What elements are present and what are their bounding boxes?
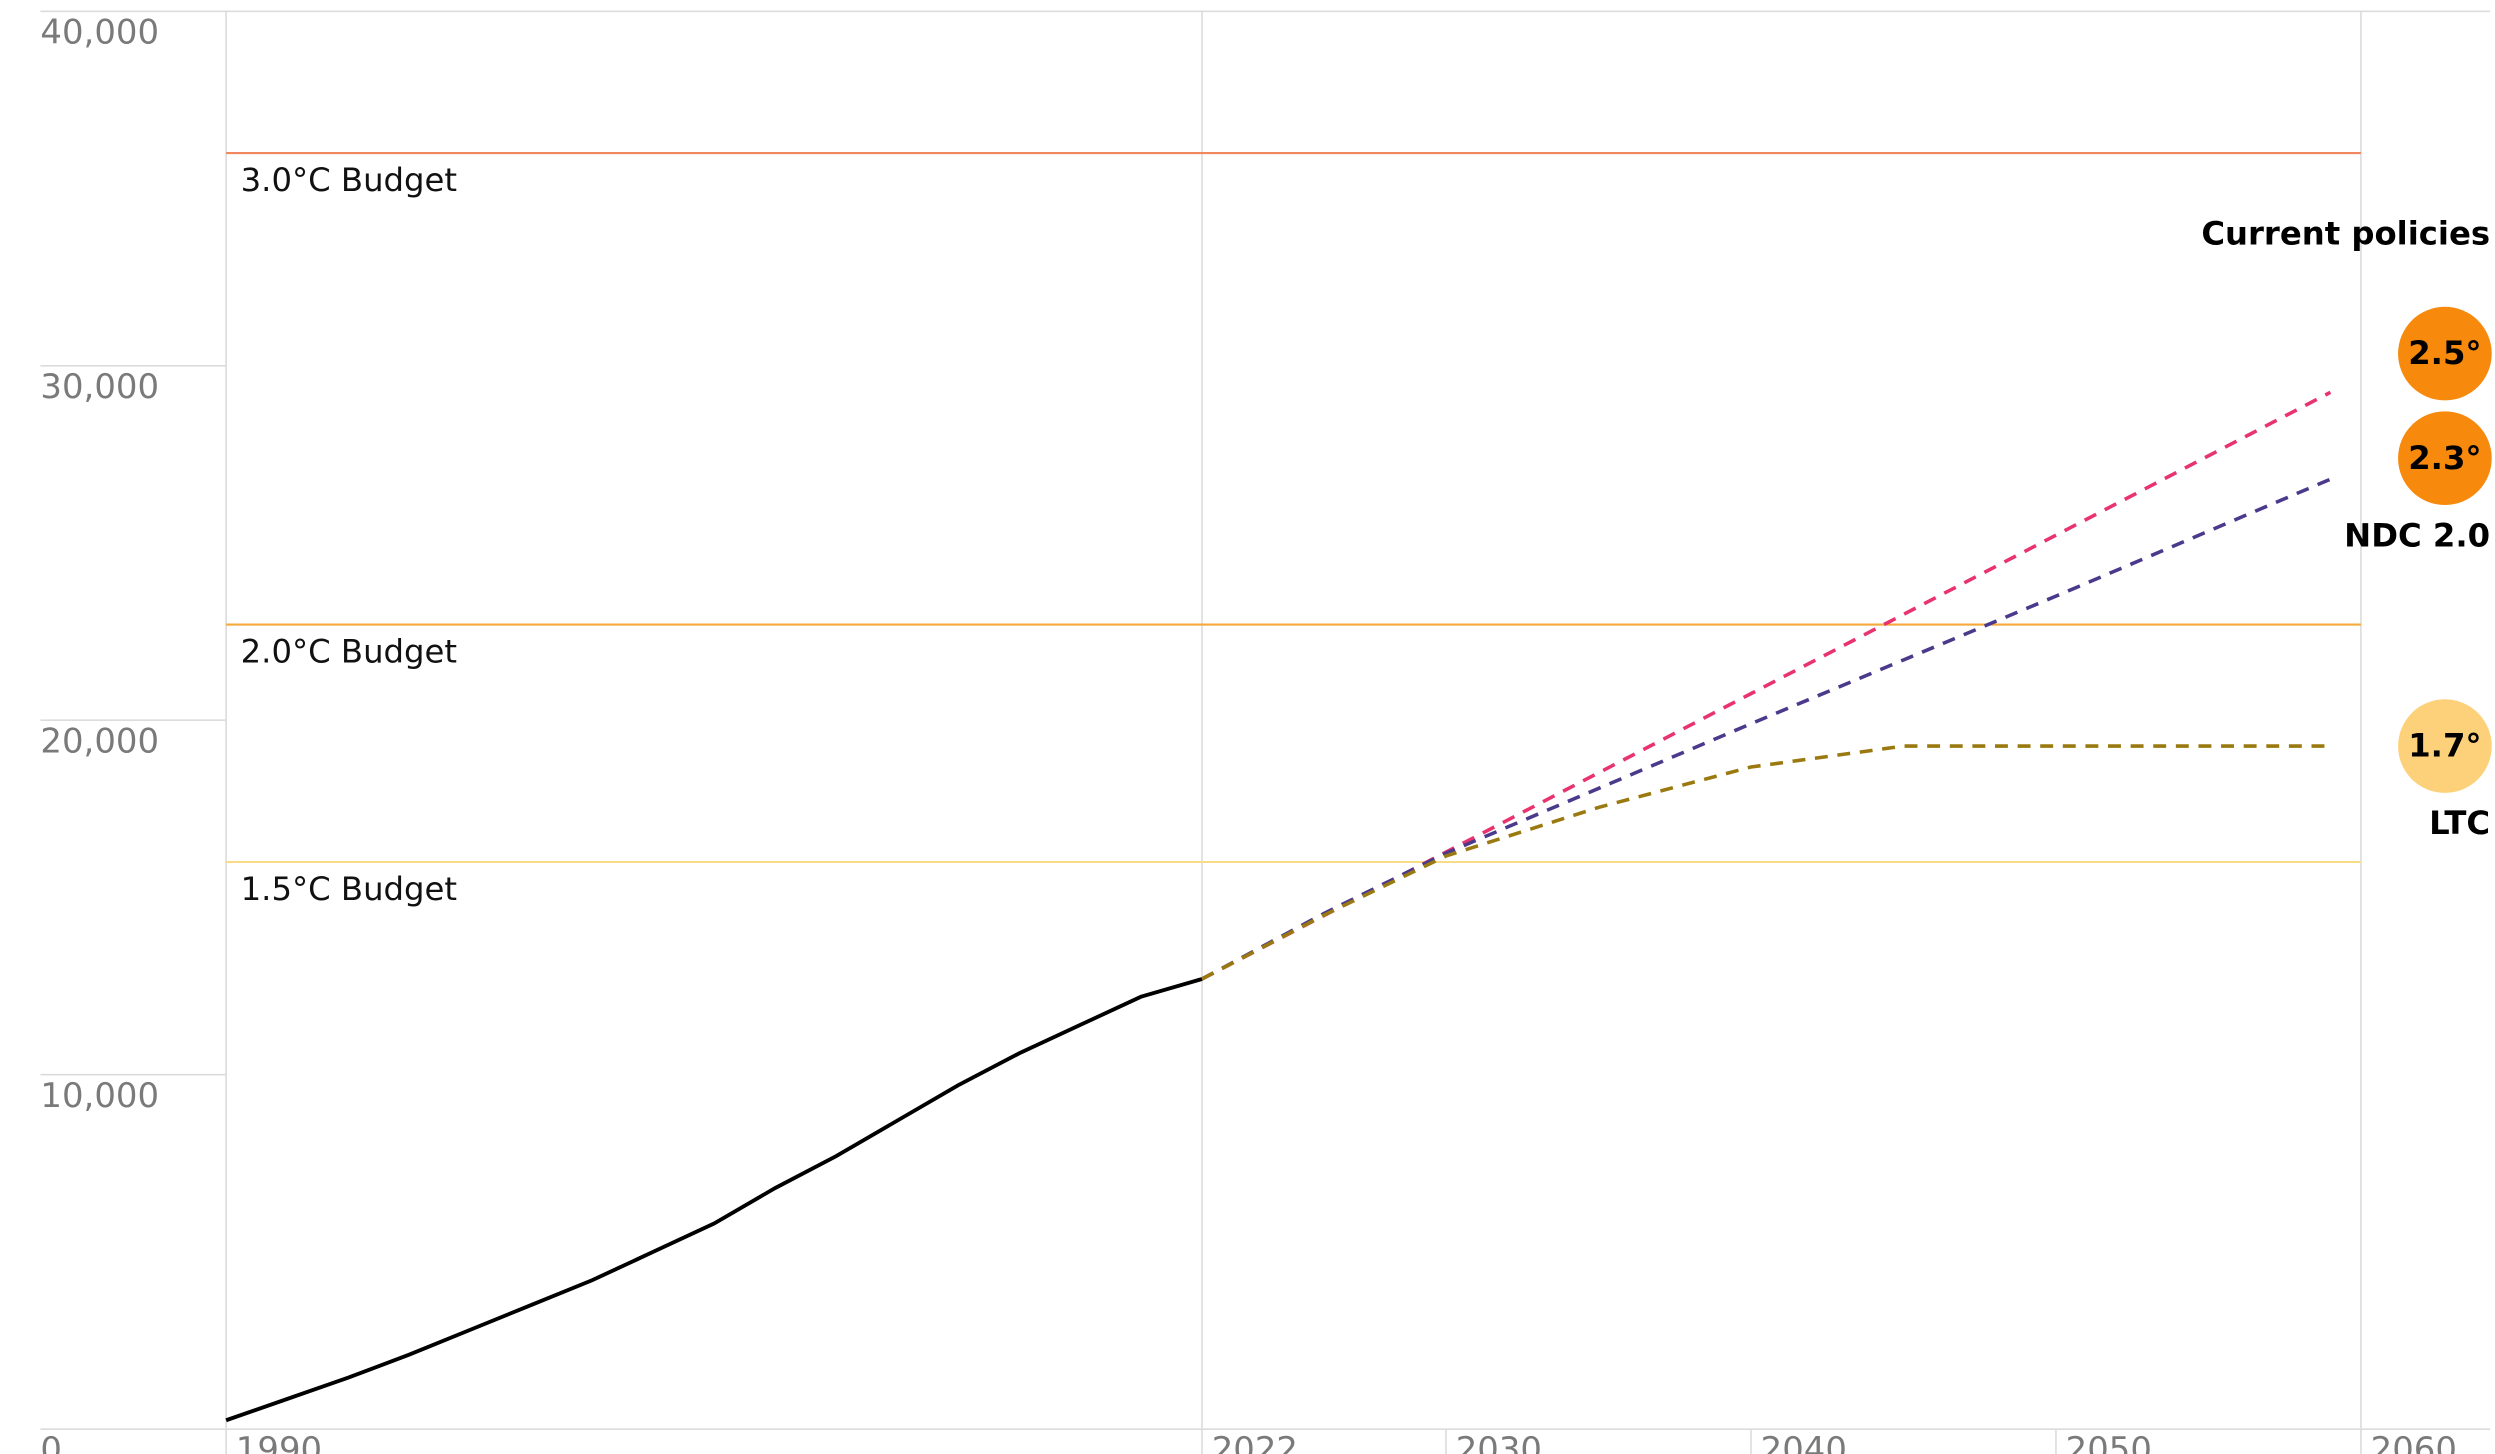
temperature-label: 2.3° — [2408, 439, 2481, 477]
y-tick-label: 0 — [40, 1430, 62, 1454]
x-tick-label: 2050 — [2066, 1430, 2152, 1454]
series-line — [1201, 744, 2331, 981]
y-tick-label: 30,000 — [40, 367, 159, 406]
series-label: LTC — [2429, 804, 2490, 842]
budget-label: 1.5°C Budget — [241, 870, 457, 908]
temperature-badge — [2398, 699, 2492, 793]
x-tick-label: 2030 — [1456, 1430, 1542, 1454]
budget-label: 2.0°C Budget — [241, 633, 457, 671]
series-label: NDC 2.0 — [2344, 516, 2490, 554]
temperature-label: 1.7° — [2408, 727, 2481, 765]
x-tick-label: 2040 — [1761, 1430, 1847, 1454]
budget-label: 3.0°C Budget — [241, 161, 457, 199]
y-tick-label: 10,000 — [40, 1076, 159, 1115]
series-line — [1201, 477, 2332, 981]
temperature-label: 2.5° — [2408, 334, 2481, 372]
x-tick-label: 2022 — [1212, 1430, 1298, 1454]
y-tick-label: 40,000 — [40, 12, 159, 51]
series-line — [225, 977, 1203, 1423]
temperature-badge — [2398, 411, 2492, 506]
x-tick-label: 1990 — [236, 1430, 322, 1454]
series-label: Current policies — [2201, 215, 2490, 253]
temperature-badge — [2398, 306, 2492, 401]
x-tick-label: 2060 — [2371, 1430, 2457, 1454]
y-tick-label: 20,000 — [40, 721, 159, 760]
